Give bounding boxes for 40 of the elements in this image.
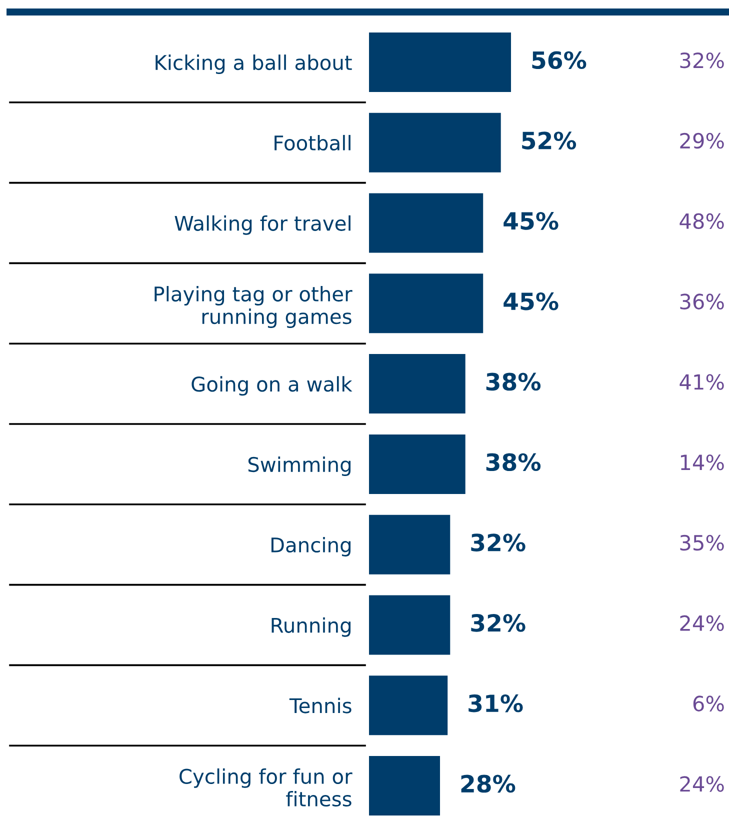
y-tick-label: Going on a walk <box>192 376 352 396</box>
y-tick-label: Playing tag or other running games <box>154 286 352 328</box>
text: 24% <box>680 776 724 792</box>
text: 35% <box>680 534 724 551</box>
data-label: 38% <box>486 372 541 391</box>
data-label: 32% <box>471 614 526 632</box>
y-tick-label: Cycling for fun or fitness <box>180 768 352 807</box>
bar <box>369 756 440 816</box>
bar <box>369 595 450 655</box>
text: 36% <box>680 294 724 310</box>
bar <box>369 112 501 172</box>
text: 41% <box>680 374 724 390</box>
y-tick-label: Running <box>272 617 351 637</box>
bar <box>369 193 484 253</box>
y-tick-label: Tennis <box>289 698 352 714</box>
y-tick-label: Walking for travel <box>174 215 350 235</box>
text: 48% <box>680 213 724 230</box>
data-label: 32% <box>471 534 526 552</box>
bar <box>369 354 466 414</box>
text: 14% <box>680 454 724 470</box>
y-tick-label: Football <box>274 134 350 151</box>
data-label: 52% <box>522 132 576 150</box>
bar <box>369 274 484 334</box>
text: 32% <box>680 52 724 68</box>
data-label: 45% <box>504 212 558 230</box>
bar <box>369 32 511 92</box>
text: 29% <box>680 132 724 149</box>
text: 24% <box>680 615 724 632</box>
y-tick-label: Swimming <box>248 456 351 476</box>
y-tick-label: Dancing <box>271 536 351 556</box>
bar <box>369 434 466 494</box>
data-label: 28% <box>461 774 516 793</box>
text: 6% <box>693 696 724 712</box>
data-label: 56% <box>532 51 586 70</box>
bar <box>369 676 448 736</box>
data-label: 31% <box>468 694 523 712</box>
data-label: 45% <box>504 292 558 310</box>
bar <box>369 514 450 574</box>
y-tick-label: Kicking a ball about <box>156 54 352 74</box>
data-label: 38% <box>486 453 541 472</box>
